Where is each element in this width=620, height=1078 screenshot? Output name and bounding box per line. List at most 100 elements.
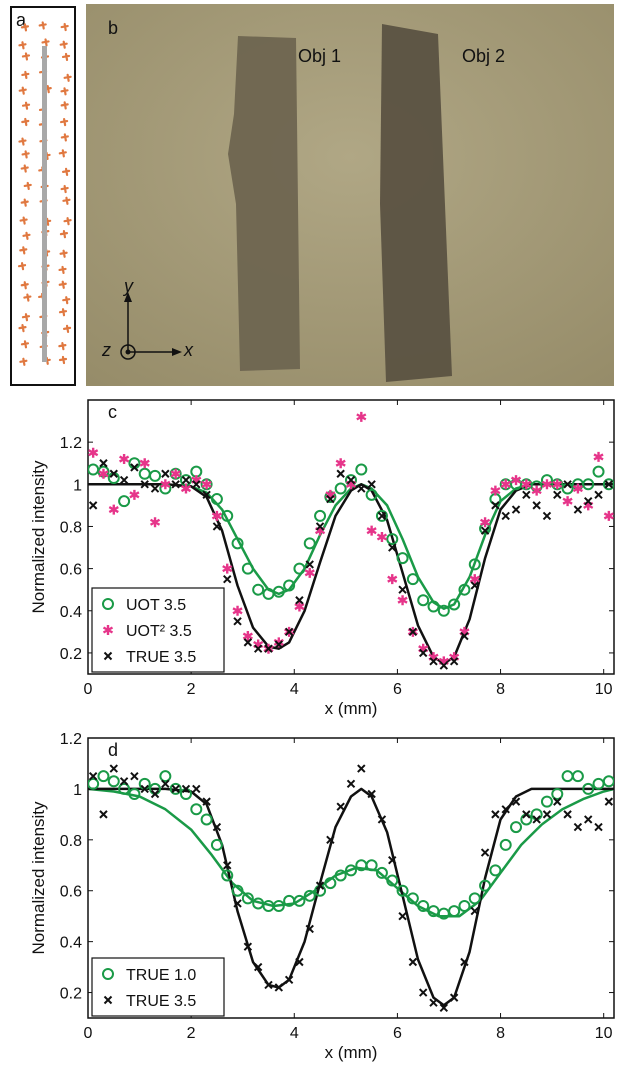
x-tick-label: 6 [393, 1025, 402, 1042]
data-point [562, 496, 573, 507]
plot-area [88, 764, 614, 1013]
scatterer-mark [60, 184, 69, 194]
data-point [490, 485, 501, 496]
scatterer-mark [62, 196, 71, 205]
data-point [336, 802, 345, 811]
data-point [469, 574, 480, 585]
x-tick-label: 0 [84, 1025, 93, 1042]
data-point [242, 631, 253, 642]
data-point [542, 810, 552, 819]
data-point [470, 906, 479, 916]
data-point [326, 494, 335, 504]
data-point [253, 962, 263, 972]
data-point [365, 488, 378, 501]
data-point [211, 510, 223, 521]
data-point [231, 884, 244, 897]
data-point [303, 537, 316, 550]
x-tick-label: 2 [187, 681, 196, 698]
data-point [397, 595, 408, 606]
data-point [439, 1003, 449, 1013]
data-point [357, 484, 366, 493]
data-point [532, 815, 541, 824]
obj1-label: Obj 1 [298, 46, 342, 66]
data-point [499, 838, 512, 851]
data-point [200, 813, 213, 826]
data-point [573, 505, 583, 514]
data-point [388, 543, 397, 552]
scatterer-mark [58, 265, 67, 275]
obj2-label: Obj 2 [462, 46, 506, 66]
data-point [201, 479, 212, 490]
scatterer-pattern [17, 21, 72, 366]
data-point [418, 648, 428, 658]
data-point [169, 782, 182, 795]
data-point [408, 957, 418, 967]
axis-x-label: x [184, 340, 193, 360]
scatterer-mark [18, 86, 27, 95]
data-point [346, 475, 356, 485]
legend-marker [103, 651, 113, 661]
legend-label: UOT² 3.5 [126, 623, 192, 640]
data-point [449, 657, 459, 666]
data-point [241, 892, 254, 905]
data-point [119, 454, 130, 465]
data-point [377, 511, 387, 521]
data-point [171, 480, 180, 489]
data-point [553, 490, 562, 500]
data-point [231, 537, 244, 550]
data-point [202, 797, 211, 806]
data-point [417, 594, 430, 607]
scatterer-mark [59, 40, 68, 49]
scatterer-mark [21, 70, 30, 80]
scatterer-mark [60, 87, 69, 96]
scatterer-mark [20, 164, 29, 173]
data-point [88, 447, 99, 458]
x-tick-label: 8 [496, 1025, 505, 1042]
data-point [510, 475, 522, 486]
data-point [573, 822, 583, 832]
scatterer-mark [20, 340, 30, 349]
object-1-strip [228, 36, 300, 371]
x-tick-label: 10 [595, 1025, 613, 1042]
scatterer-mark [60, 133, 69, 142]
scatterer-mark [59, 249, 68, 258]
data-point [593, 451, 604, 462]
legend-marker [102, 598, 114, 610]
y-tick-label: 0.6 [60, 884, 82, 901]
scatterer-mark [58, 280, 67, 289]
data-point [149, 517, 161, 528]
data-point [170, 468, 181, 479]
scatterer-mark [58, 355, 68, 365]
data-point [376, 532, 388, 542]
legend-label: UOT 3.5 [126, 597, 186, 614]
scatterer-mark [21, 52, 31, 61]
data-point [335, 458, 346, 469]
data-point [304, 567, 315, 578]
data-point [387, 574, 398, 585]
data-point [119, 475, 129, 485]
x-tick-label: 6 [393, 681, 402, 698]
plot-area [88, 411, 614, 670]
data-point [582, 782, 595, 795]
data-point [540, 795, 553, 808]
panel-label: c [108, 402, 117, 422]
photo-illustration [86, 4, 614, 386]
data-point [88, 777, 100, 790]
data-point [129, 489, 140, 500]
data-point [396, 552, 409, 565]
data-point [336, 469, 345, 478]
scatterer-mark [19, 216, 28, 225]
data-point [221, 509, 234, 522]
scatterer-mark [59, 230, 69, 239]
data-point [532, 501, 541, 510]
scatterer-mark [58, 342, 67, 351]
scatterer-mark [19, 246, 28, 255]
data-point [367, 789, 376, 799]
axis-y-label: y [124, 276, 133, 296]
data-point [210, 838, 223, 851]
scatterer-mark [41, 38, 50, 47]
data-point [223, 861, 232, 870]
y-axis-label: Normalized intensity [29, 801, 48, 955]
data-point [439, 661, 449, 670]
data-point [398, 585, 407, 594]
